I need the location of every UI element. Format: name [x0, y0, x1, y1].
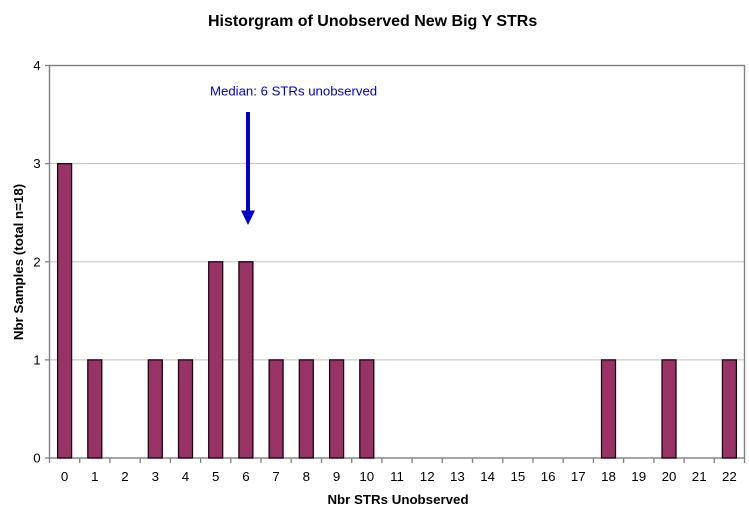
svg-text:18: 18 [601, 469, 616, 484]
svg-text:2: 2 [121, 469, 128, 484]
svg-text:20: 20 [662, 469, 677, 484]
svg-text:Nbr STRs Unobserved: Nbr STRs Unobserved [327, 492, 468, 507]
svg-text:19: 19 [631, 469, 646, 484]
svg-text:3: 3 [33, 156, 40, 171]
svg-text:Median: 6 STRs unobserved: Median: 6 STRs unobserved [210, 84, 377, 99]
svg-text:12: 12 [420, 469, 435, 484]
svg-text:0: 0 [33, 451, 40, 466]
svg-text:1: 1 [33, 352, 40, 367]
svg-text:22: 22 [722, 469, 737, 484]
svg-text:2: 2 [33, 254, 40, 269]
svg-text:11: 11 [390, 469, 404, 484]
svg-text:14: 14 [480, 469, 495, 484]
svg-text:7: 7 [272, 469, 279, 484]
svg-text:Nbr Samples (total n=18): Nbr Samples (total n=18) [11, 184, 26, 340]
svg-text:21: 21 [692, 469, 707, 484]
svg-text:4: 4 [33, 58, 40, 73]
svg-text:3: 3 [152, 469, 159, 484]
svg-text:13: 13 [450, 469, 465, 484]
svg-text:16: 16 [541, 469, 556, 484]
svg-text:9: 9 [333, 469, 340, 484]
svg-text:6: 6 [242, 469, 249, 484]
svg-text:Historgram of Unobserved New B: Historgram of Unobserved New Big Y STRs [208, 13, 537, 30]
svg-text:10: 10 [359, 469, 374, 484]
svg-text:4: 4 [182, 469, 189, 484]
svg-text:1: 1 [91, 469, 98, 484]
svg-text:5: 5 [212, 469, 219, 484]
svg-text:0: 0 [61, 469, 68, 484]
svg-text:17: 17 [571, 469, 586, 484]
svg-text:15: 15 [511, 469, 526, 484]
svg-text:8: 8 [303, 469, 310, 484]
